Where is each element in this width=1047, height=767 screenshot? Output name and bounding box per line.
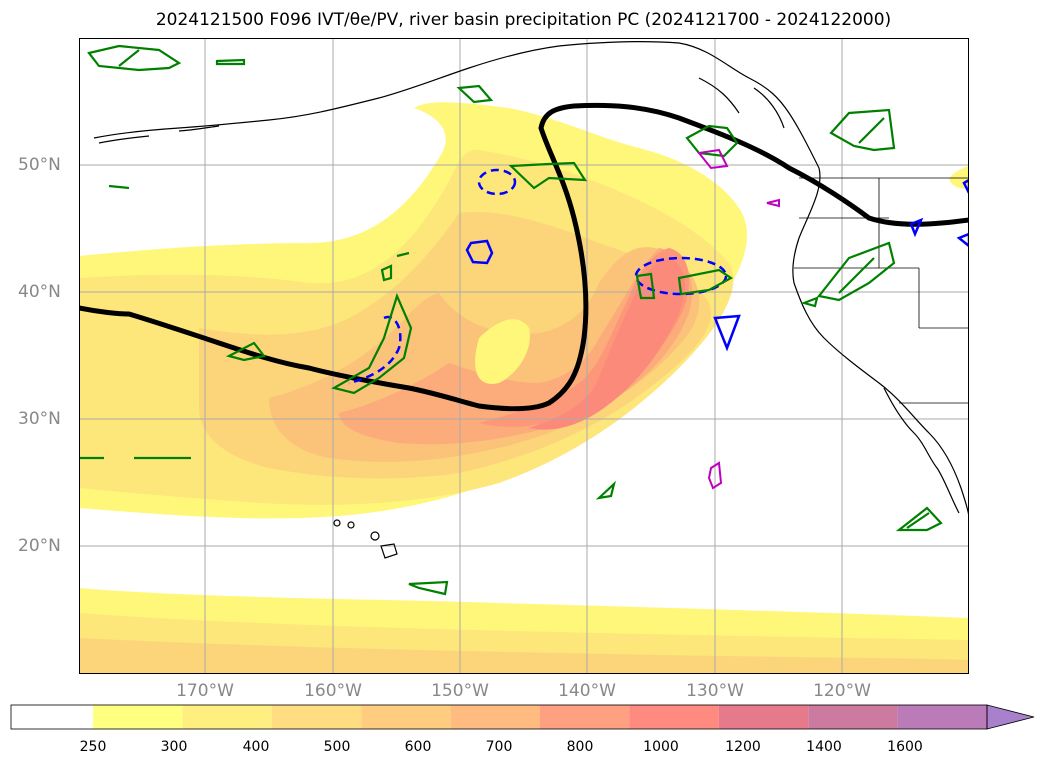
hawaii-islands <box>333 519 398 559</box>
coastline-pnw <box>792 167 969 519</box>
colorbar-tick-1000: 1000 <box>643 739 679 755</box>
pv-contour-solid-37n <box>713 314 741 352</box>
basin-outline-12 <box>635 272 656 300</box>
coastline-bc-islands <box>698 77 785 129</box>
basin-outline-16 <box>595 480 616 500</box>
basin-pc-outlines <box>79 44 943 596</box>
colorbar-cell <box>718 705 809 729</box>
basin-outline-7 <box>108 184 130 190</box>
colorbar-tick-1600: 1600 <box>887 739 923 755</box>
colorbar-cell <box>11 705 93 729</box>
colorbar-tick-600: 600 <box>404 739 432 755</box>
basin-hatch-1 <box>118 49 140 67</box>
colorbar <box>10 704 1035 730</box>
colorbar-tick-500: 500 <box>323 739 351 755</box>
basin-outline-9 <box>396 251 410 258</box>
colorbar-cell <box>540 705 630 729</box>
pv-contour-solid-43n <box>465 239 494 265</box>
basin-outline-20 <box>408 580 449 596</box>
map-panel <box>79 38 969 674</box>
colorbar-tick-250: 250 <box>79 739 107 755</box>
basin-outline-17 <box>895 506 943 532</box>
basin-outline-4 <box>508 161 588 190</box>
basin-outline-6 <box>829 108 896 152</box>
island-maui <box>370 531 380 541</box>
lat-label-40n: 40°N <box>18 282 61 302</box>
basin-outline-8 <box>380 264 393 282</box>
ivt-shading <box>79 102 969 674</box>
colorbar-extend-arrow <box>986 704 1035 730</box>
basin-hatch-17 <box>906 512 930 529</box>
island-hawaii <box>380 543 398 559</box>
pv-contours <box>348 168 969 385</box>
pv-contour-solid-ne3 <box>909 217 924 238</box>
coastlines <box>93 40 969 519</box>
basin-magenta-1 <box>697 148 729 170</box>
pv-contour-solid-ne2 <box>962 178 969 194</box>
pv-contour-dashed-35n <box>348 315 402 385</box>
basin-outline-2 <box>215 58 246 66</box>
pv-contour-dashed-41n <box>634 256 728 296</box>
colorbar-border <box>10 704 988 730</box>
island-oahu <box>347 521 355 529</box>
colorbar-cell <box>361 705 451 729</box>
borders <box>794 177 969 404</box>
colorbar-cell <box>450 705 540 729</box>
colorbar-cells <box>11 705 987 729</box>
pv-contour-solid-ne1 <box>956 232 969 248</box>
pv-contour-dashed-47n <box>477 168 517 196</box>
basin-outline-14 <box>817 241 896 302</box>
lon-label-150w: 150°W <box>431 681 489 701</box>
basin-hatch-14 <box>838 257 875 294</box>
theta-e-contour <box>79 102 969 412</box>
colorbar-cell <box>808 705 898 729</box>
basin-pc-outlines-magenta <box>579 38 780 490</box>
coastline-aleutian <box>98 125 220 144</box>
colorbar-cell <box>629 705 719 729</box>
basin-magenta-2 <box>766 198 780 208</box>
map-border <box>79 38 969 674</box>
colorbar-cell <box>93 705 183 729</box>
lat-label-30n: 30°N <box>18 409 61 429</box>
basin-outline-3 <box>456 84 494 104</box>
lon-label-120w: 120°W <box>813 681 871 701</box>
lat-label-50n: 50°N <box>18 155 61 175</box>
colorbar-cell <box>271 705 362 729</box>
plot-title: 2024121500 F096 IVT/θe/PV, river basin p… <box>155 10 892 30</box>
basin-outline-1 <box>87 44 182 72</box>
ivt-band-400-tail <box>79 638 969 674</box>
coastline-baja <box>883 387 960 514</box>
ivt-band-800 <box>529 258 686 430</box>
coastline-alaska <box>93 40 820 169</box>
colorbar-tick-300: 300 <box>160 739 188 755</box>
basin-outline-15 <box>800 296 819 308</box>
colorbar-cell <box>182 705 272 729</box>
basin-hatch-6 <box>858 117 885 144</box>
colorbar-tick-1400: 1400 <box>806 739 842 755</box>
colorbar-cell <box>897 705 987 729</box>
ivt-interior-light <box>475 319 530 384</box>
colorbar-tick-1200: 1200 <box>725 739 761 755</box>
basin-magenta-3 <box>707 461 723 490</box>
colorbar-tick-400: 400 <box>242 739 270 755</box>
lat-label-20n: 20°N <box>18 536 61 556</box>
colorbar-tick-700: 700 <box>485 739 513 755</box>
basin-outline-10 <box>331 292 413 395</box>
lon-label-130w: 130°W <box>686 681 744 701</box>
lon-label-170w: 170°W <box>176 681 234 701</box>
lon-label-140w: 140°W <box>558 681 616 701</box>
island-kauai <box>333 519 341 527</box>
basin-outline-11 <box>225 341 266 362</box>
lon-label-160w: 160°W <box>304 681 362 701</box>
basin-outline-13 <box>677 268 734 296</box>
colorbar-tick-800: 800 <box>566 739 594 755</box>
